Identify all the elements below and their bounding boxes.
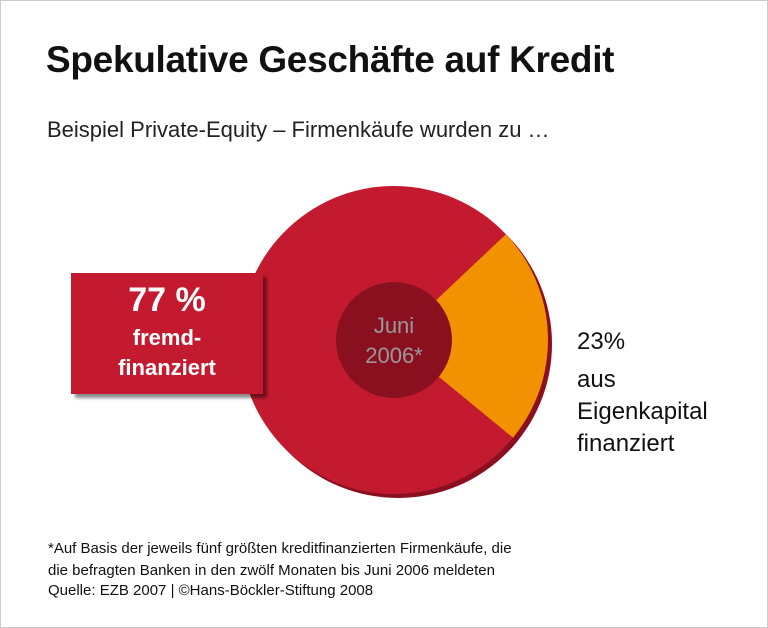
donut-slice — [436, 234, 548, 438]
value-label: 77 % — [128, 281, 206, 319]
source: Quelle: EZB 2007 | ©Hans-Böckler-Stiftun… — [48, 582, 374, 599]
chart-subtitle: Beispiel Private-Equity – Firmenkäufe wu… — [47, 117, 550, 142]
chart-title: Spekulative Geschäfte auf Kredit — [46, 39, 615, 80]
footnote: *Auf Basis der jeweils fünf größten kred… — [48, 540, 512, 579]
value-label: 23% — [577, 328, 626, 355]
label-box — [71, 273, 263, 394]
donut-slice — [240, 186, 514, 495]
category-label: fremd- finanziert — [118, 325, 216, 380]
category-label: aus Eigenkapital finanziert — [577, 366, 708, 457]
center-label: Juni 2006* — [365, 313, 423, 368]
